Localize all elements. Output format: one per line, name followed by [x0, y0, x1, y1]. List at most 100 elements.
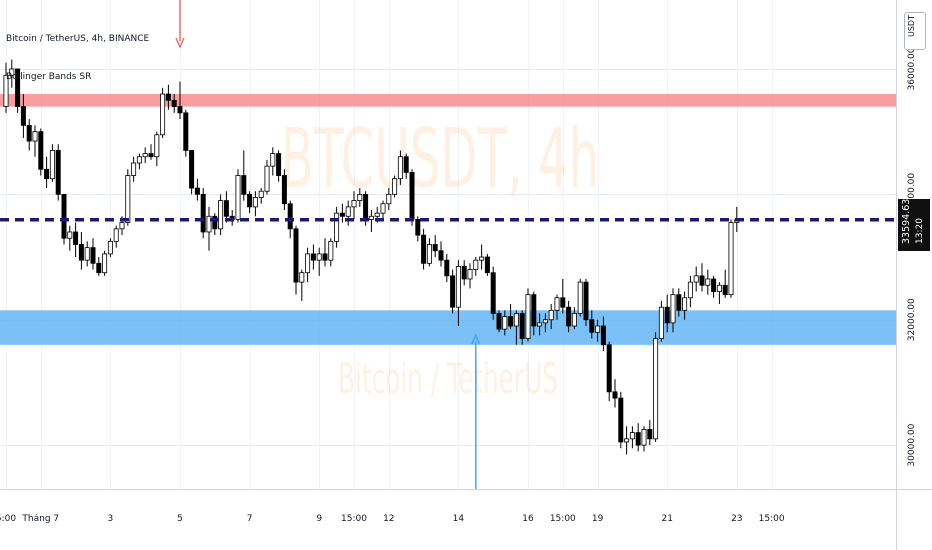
candle-body	[380, 203, 386, 214]
candle-body	[612, 391, 618, 399]
candle	[351, 191, 357, 220]
candle	[125, 169, 131, 226]
candle	[316, 247, 322, 276]
candle-body	[577, 281, 583, 314]
candle-body	[560, 297, 566, 308]
candle-body	[334, 212, 340, 242]
candle-body	[653, 338, 659, 440]
candle-body	[676, 294, 682, 311]
candle	[334, 206, 340, 248]
candle-body	[479, 256, 485, 261]
candle	[577, 278, 583, 317]
candle-body	[363, 193, 369, 220]
candle-body	[328, 240, 334, 261]
candle-body	[461, 266, 467, 280]
candle-body	[502, 316, 508, 330]
candle	[32, 125, 38, 157]
candle	[90, 238, 96, 270]
support-zone	[0, 310, 896, 345]
time-tick-label: 9	[316, 514, 322, 524]
candle-body	[699, 275, 705, 286]
candle	[270, 147, 276, 176]
candle	[583, 278, 589, 326]
candle-body	[664, 306, 670, 324]
candle	[722, 269, 728, 298]
candle-body	[589, 319, 595, 333]
candle	[653, 332, 659, 442]
time-tick-label: 19	[592, 514, 604, 524]
candle-body	[624, 438, 630, 443]
candle	[450, 269, 456, 314]
candle	[113, 225, 119, 248]
candle-body	[386, 193, 392, 205]
watermark-description: Bitcoin / TetherUS	[338, 355, 558, 404]
candle-body	[351, 200, 357, 208]
candle	[658, 300, 664, 342]
time-tick-label: 3	[108, 514, 114, 524]
candle-body	[583, 281, 589, 321]
candle	[502, 310, 508, 336]
candle-body	[177, 106, 183, 114]
candle	[165, 84, 171, 110]
down-arrow-marker	[175, 0, 185, 49]
candle-body	[241, 175, 247, 195]
candle-body	[310, 253, 316, 261]
candle-body	[119, 222, 125, 230]
resistance-zone	[0, 94, 896, 107]
candle	[682, 291, 688, 320]
price-axis[interactable]: 30000.00 32000.00 34000.00 36000.00	[907, 47, 917, 466]
candle-body	[102, 253, 108, 274]
candle-body	[438, 250, 444, 261]
time-tick-label: 5:00	[0, 514, 16, 524]
time-tick-label: 15:00	[341, 514, 367, 524]
candle-body	[160, 93, 166, 136]
currency-label: USDT	[907, 15, 916, 37]
candle-body	[519, 313, 525, 339]
candle	[728, 219, 734, 298]
candle	[200, 188, 206, 239]
candle-body	[258, 190, 264, 198]
time-tick-label: 15:00	[759, 514, 785, 524]
candle	[229, 210, 235, 226]
candle	[258, 188, 264, 204]
candle-body	[305, 253, 311, 274]
candle	[183, 109, 189, 157]
candle	[693, 266, 699, 292]
candle	[432, 235, 438, 258]
candle-body	[247, 193, 253, 208]
candle	[171, 94, 177, 113]
candle-body	[194, 187, 200, 195]
candle-body	[38, 131, 44, 170]
candle-body	[635, 432, 641, 446]
grid	[0, 0, 896, 489]
candle-body	[426, 244, 432, 264]
legend-symbol[interactable]: Bitcoin / TetherUS, 4h, BINANCE	[6, 34, 150, 44]
candle	[235, 169, 241, 223]
candle	[148, 144, 154, 160]
candle	[484, 253, 490, 276]
candle	[154, 131, 160, 167]
legend-indicator[interactable]: Bollinger Bands SR	[6, 72, 92, 82]
candle-body	[403, 156, 409, 173]
candle-body	[339, 212, 345, 217]
candle	[438, 241, 444, 267]
candle	[136, 153, 142, 170]
candle-body	[26, 124, 32, 142]
candle-body	[212, 215, 218, 230]
time-axis[interactable]: 5:00 Tháng 7 3 5 7 9 15:00 12 14 16 15:00 19 21 23 15:…	[0, 514, 785, 524]
currency-button[interactable]: USDT	[904, 12, 926, 50]
candle-body	[537, 322, 543, 327]
candle	[328, 238, 334, 267]
candle	[368, 210, 374, 232]
candle-body	[218, 200, 224, 230]
candle-body	[705, 278, 711, 286]
candle	[589, 310, 595, 339]
candle-body	[67, 231, 73, 239]
candle	[473, 257, 479, 276]
candle	[606, 341, 612, 402]
candle	[241, 150, 247, 201]
candle	[426, 238, 432, 267]
candle-body	[154, 134, 160, 158]
candle	[409, 169, 415, 226]
